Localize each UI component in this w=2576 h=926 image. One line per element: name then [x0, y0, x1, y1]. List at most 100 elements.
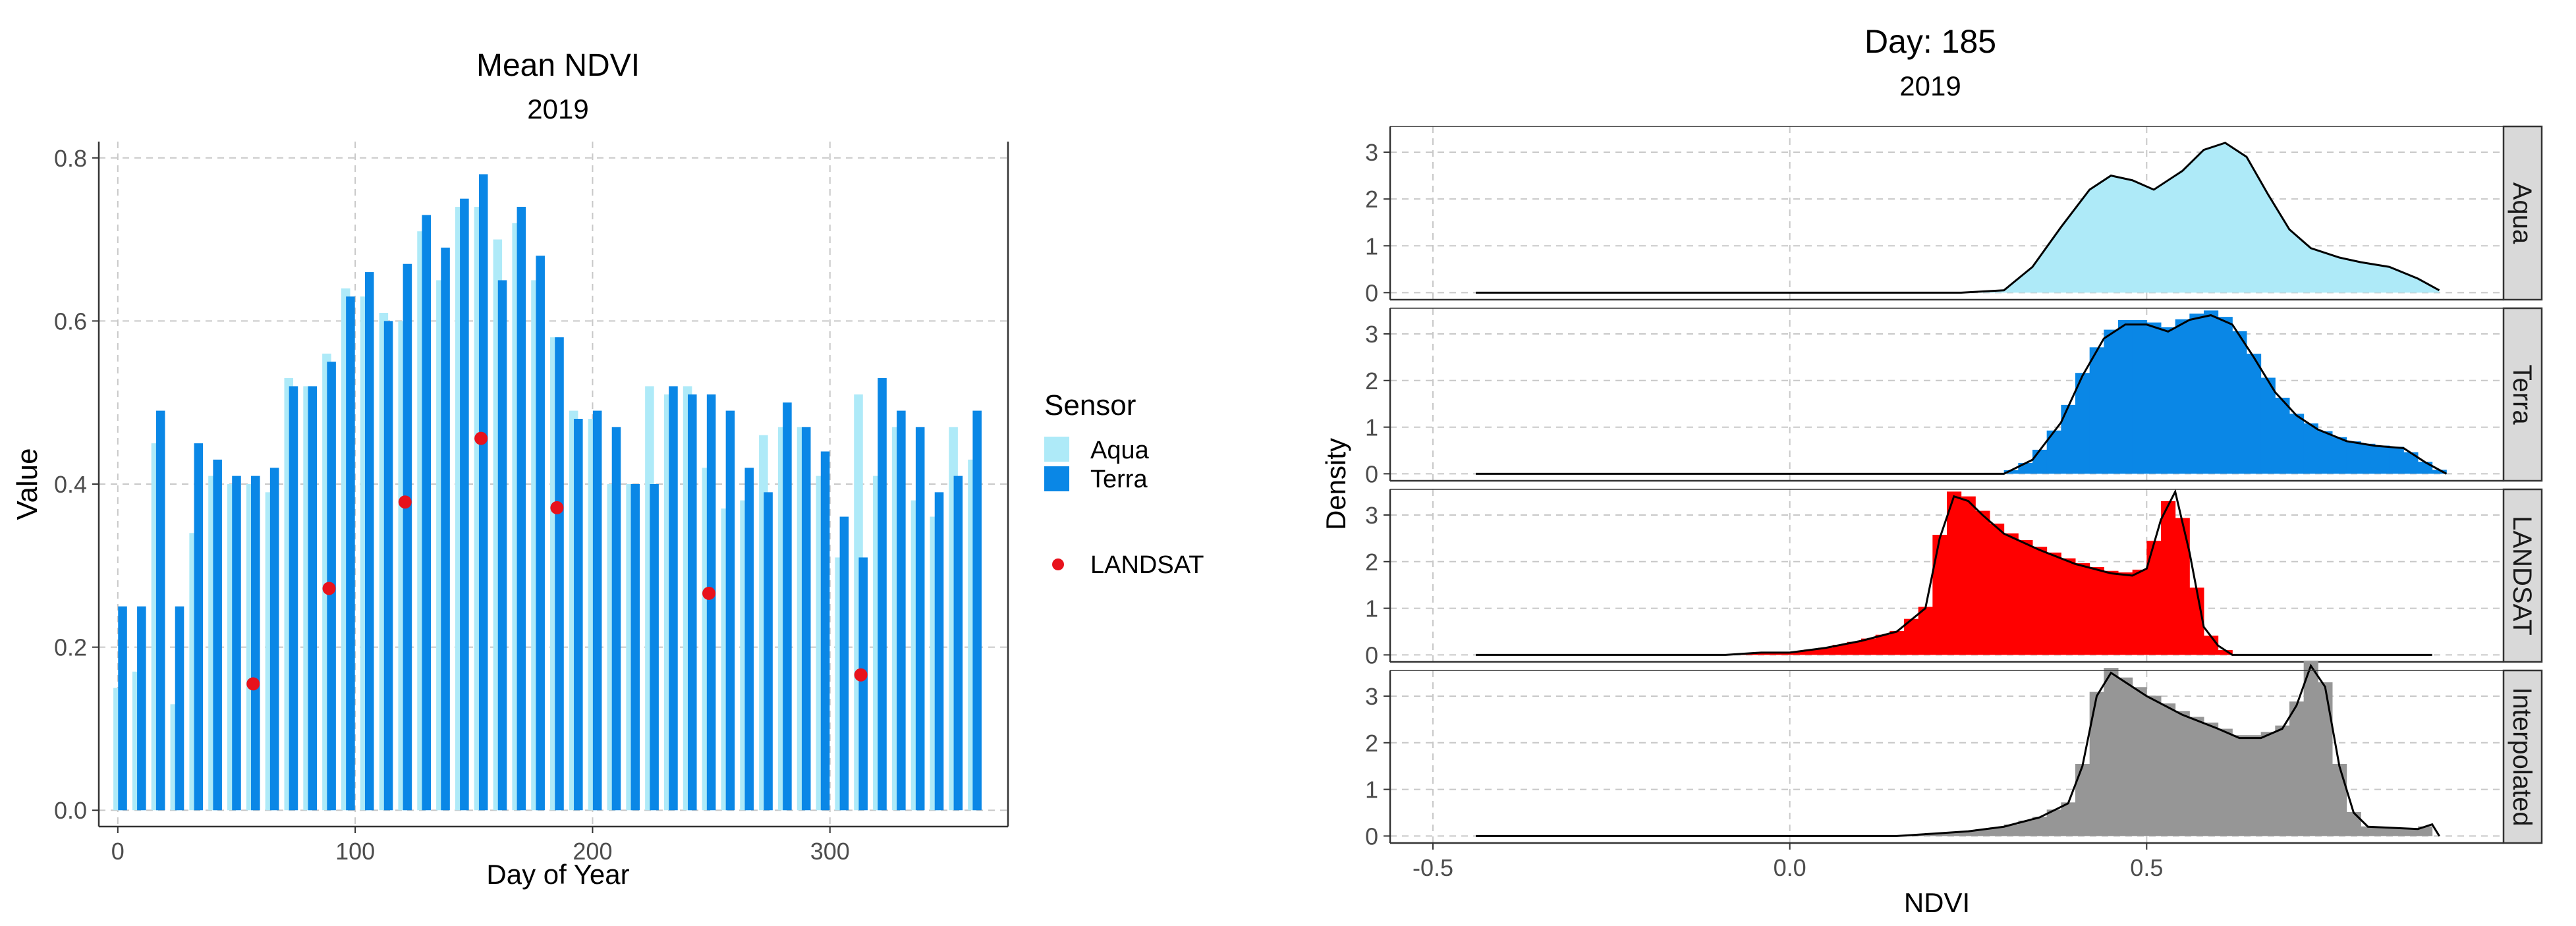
- histogram-bar: [2104, 668, 2119, 836]
- histogram-bar: [2089, 692, 2104, 836]
- legend-label-landsat: LANDSAT: [1090, 551, 1204, 579]
- terra-bar: [346, 296, 355, 811]
- histogram-bar: [1861, 638, 1876, 655]
- terra-bar: [251, 476, 260, 811]
- terra-bar: [650, 484, 659, 811]
- y-tick-label: 3: [1365, 139, 1378, 166]
- facet-interpolated: 0 1 2 3 Interpolated: [1365, 661, 2543, 850]
- x-tick-label: 100: [335, 838, 375, 865]
- legend-title: Sensor: [1044, 389, 1136, 422]
- terra-bar: [118, 606, 127, 811]
- histogram-bar: [2161, 327, 2176, 474]
- histogram-bar: [2046, 553, 2061, 655]
- histogram-bar: [2232, 735, 2247, 836]
- y-tick-label: 0: [1365, 641, 1378, 668]
- histogram-bar: [2089, 347, 2104, 474]
- landsat-point: [854, 668, 868, 682]
- legend-label-aqua: Aqua: [1090, 437, 1150, 464]
- terra-bar: [213, 459, 222, 811]
- histogram-bar: [2375, 445, 2390, 474]
- facet-aqua: 0 1 2 3 Aqua: [1365, 125, 2543, 306]
- y-tick-label: 1: [1365, 232, 1378, 259]
- histogram-bar: [2346, 811, 2361, 836]
- histogram-bar: [2432, 470, 2447, 474]
- histogram-bar: [2132, 319, 2147, 474]
- histogram-bar: [2161, 703, 2176, 836]
- terra-bar: [820, 451, 830, 811]
- density-chart-ylabel: Density: [1320, 438, 1351, 530]
- histogram-bar: [2247, 354, 2262, 474]
- facet-strip-label: LANDSAT: [2507, 516, 2536, 636]
- bar-chart-title: Mean NDVI: [476, 48, 640, 83]
- landsat-point: [702, 586, 716, 600]
- y-tick-label: 3: [1365, 321, 1378, 348]
- histogram-bar: [1990, 827, 2005, 836]
- histogram-bar: [2132, 569, 2147, 655]
- terra-bar: [972, 410, 982, 811]
- y-tick-label: 1: [1365, 776, 1378, 803]
- x-tick-label: 200: [573, 838, 612, 865]
- histogram-bar: [2204, 636, 2219, 655]
- histogram-bar: [1789, 651, 1805, 655]
- histogram-bar: [2204, 722, 2219, 836]
- density-curve: [1476, 142, 2440, 294]
- histogram-bar: [2061, 558, 2076, 655]
- histogram-bar: [2032, 449, 2048, 474]
- histogram-bar: [2289, 414, 2305, 474]
- terra-bar: [915, 427, 925, 811]
- histogram-bar: [1975, 510, 1990, 655]
- histogram-bar: [2104, 329, 2119, 474]
- density-curve: [1476, 489, 2432, 656]
- y-tick-label: 0.6: [54, 308, 87, 335]
- histogram-bar: [2132, 687, 2147, 836]
- histogram-bar: [2046, 430, 2061, 474]
- histogram-bar: [2361, 443, 2376, 474]
- y-tick-label: 0: [1365, 823, 1378, 850]
- histogram-bar: [2175, 711, 2190, 836]
- histogram-bar: [1932, 833, 1947, 836]
- terra-bar: [460, 198, 469, 811]
- histogram-bar: [2146, 695, 2162, 836]
- terra-bar: [517, 207, 526, 811]
- histogram-bar: [2303, 661, 2318, 836]
- facet-landsat: 0 1 2 3 LANDSAT: [1365, 488, 2543, 668]
- histogram-bar: [2403, 452, 2419, 474]
- facet-strip: [2502, 307, 2543, 482]
- histogram-bar: [2232, 331, 2247, 474]
- terra-bar: [155, 410, 165, 811]
- terra-bar: [801, 427, 811, 811]
- histogram-bar: [1847, 641, 1862, 655]
- histogram-bar: [2104, 570, 2119, 655]
- histogram-bar: [2003, 533, 2019, 655]
- histogram-bar: [2189, 717, 2204, 836]
- density-curve: [1476, 314, 2448, 475]
- histogram-bar: [2275, 397, 2290, 474]
- x-tick-label: 0.0: [1774, 854, 1806, 881]
- terra-bar: [839, 516, 849, 811]
- density-curve: [1476, 663, 2440, 837]
- histogram-bar: [1904, 618, 1919, 655]
- terra-bar: [383, 321, 393, 811]
- histogram-bar: [2418, 462, 2433, 474]
- y-tick-label: 2: [1365, 368, 1378, 395]
- histogram-bar: [2361, 826, 2376, 836]
- terra-bar: [878, 378, 887, 811]
- legend-swatch-landsat: [1052, 558, 1064, 570]
- histogram-bar: [2218, 650, 2233, 655]
- histogram-bar: [1961, 831, 1976, 836]
- histogram-bar: [2247, 735, 2262, 836]
- bar-plot-area: 0.0 0.2 0.4 0.6 0.8 0 100 200 300: [54, 142, 1009, 865]
- histogram-bar: [2318, 682, 2333, 836]
- histogram-bar: [2089, 566, 2104, 655]
- facet-strip: [2502, 669, 2543, 844]
- terra-bar: [592, 410, 602, 811]
- histogram-bar: [2018, 540, 2033, 655]
- terra-bar: [194, 443, 204, 811]
- histogram-bar: [1918, 607, 1933, 655]
- landsat-point: [550, 501, 564, 514]
- terra-bar: [858, 557, 868, 811]
- histogram-bar: [2189, 313, 2204, 474]
- density-chart-xlabel: NDVI: [1904, 887, 1970, 918]
- density-chart-panel: Day: 185 2019 0 1 2 3 Aqua 0 1 2 3 Terra 0 1 2 3 LANDS…: [1320, 23, 2543, 918]
- histogram-bar: [2175, 518, 2190, 655]
